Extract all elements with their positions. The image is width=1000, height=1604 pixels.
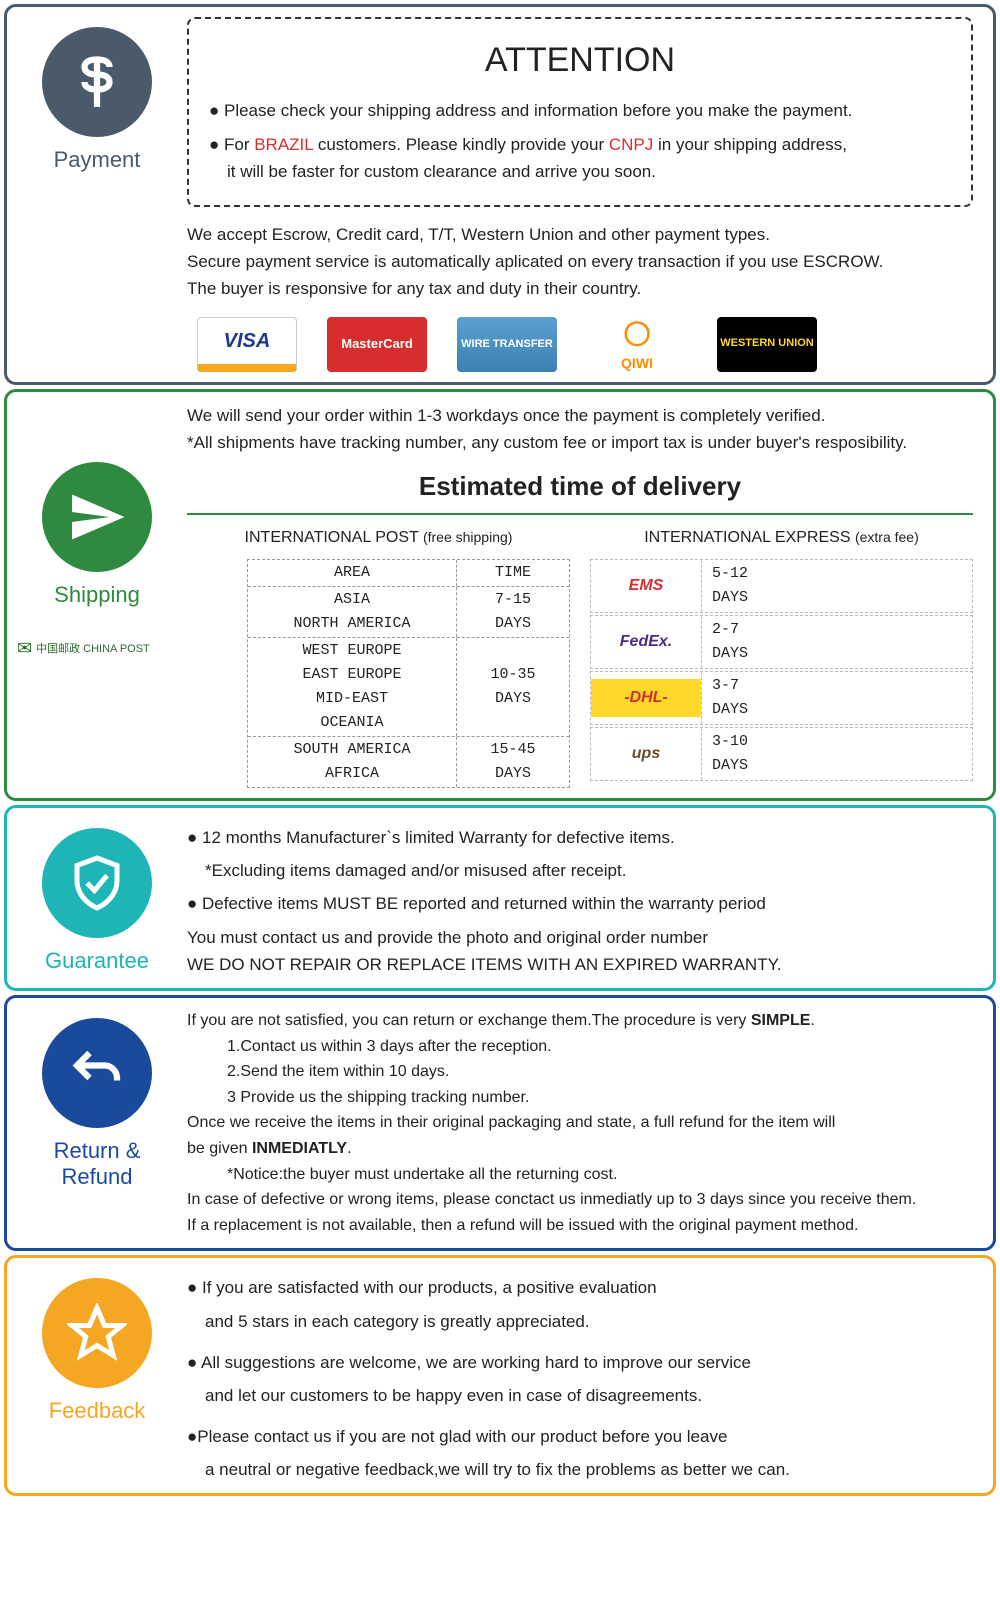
post-column: INTERNATIONAL POST (free shipping) AREAT…	[187, 525, 570, 788]
guarantee-label: Guarantee	[17, 948, 177, 974]
express-column: INTERNATIONAL EXPRESS (extra fee) EMS5-1…	[590, 525, 973, 788]
western-union-card: WESTERN UNION	[717, 317, 817, 372]
shipping-content: We will send your order within 1-3 workd…	[177, 402, 983, 789]
feedback-content: ● If you are satisfacted with our produc…	[177, 1268, 983, 1483]
dollar-icon	[42, 27, 152, 137]
return-icon	[42, 1018, 152, 1128]
mastercard: MasterCard	[327, 317, 427, 372]
shipping-section: Shipping ✉中国邮政 CHINA POST We will send y…	[4, 389, 996, 802]
attention-bullet-2: ● For BRAZIL customers. Please kindly pr…	[209, 131, 951, 185]
payment-cards: VISA MasterCard WIRE TRANSFER ◯QIWI WEST…	[187, 317, 973, 372]
express-row: -DHL-3-7DAYS	[590, 671, 973, 725]
shipping-side: Shipping ✉中国邮政 CHINA POST	[17, 402, 177, 789]
post-table: AREATIME ASIANORTH AMERICA7-15DAYS WEST …	[247, 559, 570, 788]
attention-title: ATTENTION	[209, 33, 951, 87]
return-side: Return & Refund	[17, 1008, 177, 1238]
payment-section: Payment ATTENTION ● Please check your sh…	[4, 4, 996, 385]
delivery-columns: INTERNATIONAL POST (free shipping) AREAT…	[187, 525, 973, 788]
express-row: ups3-10DAYS	[590, 727, 973, 781]
return-content: If you are not satisfied, you can return…	[177, 1008, 983, 1238]
express-head: INTERNATIONAL EXPRESS (extra fee)	[590, 525, 973, 551]
shipping-line-1: We will send your order within 1-3 workd…	[187, 402, 973, 429]
payment-content: ATTENTION ● Please check your shipping a…	[177, 17, 983, 372]
feedback-side: Feedback	[17, 1268, 177, 1483]
express-row: FedEx.2-7DAYS	[590, 615, 973, 669]
payment-label: Payment	[17, 147, 177, 173]
shield-icon	[42, 828, 152, 938]
guarantee-side: Guarantee	[17, 818, 177, 978]
visa-card: VISA	[197, 317, 297, 372]
express-row: EMS5-12DAYS	[590, 559, 973, 613]
payment-line-2: Secure payment service is automatically …	[187, 248, 973, 275]
qiwi-card: ◯QIWI	[587, 317, 687, 372]
shipping-line-2: *All shipments have tracking number, any…	[187, 429, 973, 456]
return-section: Return & Refund If you are not satisfied…	[4, 995, 996, 1251]
guarantee-content: ● 12 months Manufacturer`s limited Warra…	[177, 818, 983, 978]
payment-line-3: The buyer is responsive for any tax and …	[187, 275, 973, 302]
payment-side: Payment	[17, 17, 177, 372]
attention-box: ATTENTION ● Please check your shipping a…	[187, 17, 973, 207]
feedback-label: Feedback	[17, 1398, 177, 1424]
wire-transfer-card: WIRE TRANSFER	[457, 317, 557, 372]
shipping-label: Shipping	[17, 582, 177, 608]
feedback-section: Feedback ● If you are satisfacted with o…	[4, 1255, 996, 1496]
return-label: Return & Refund	[17, 1138, 177, 1190]
plane-icon	[42, 462, 152, 572]
guarantee-section: Guarantee ● 12 months Manufacturer`s lim…	[4, 805, 996, 991]
attention-bullet-1: ● Please check your shipping address and…	[209, 97, 951, 124]
estimated-title: Estimated time of delivery	[187, 466, 973, 516]
payment-line-1: We accept Escrow, Credit card, T/T, West…	[187, 221, 973, 248]
star-icon	[42, 1278, 152, 1388]
china-post-logo: ✉中国邮政 CHINA POST	[17, 638, 177, 659]
post-head: INTERNATIONAL POST (free shipping)	[187, 525, 570, 551]
